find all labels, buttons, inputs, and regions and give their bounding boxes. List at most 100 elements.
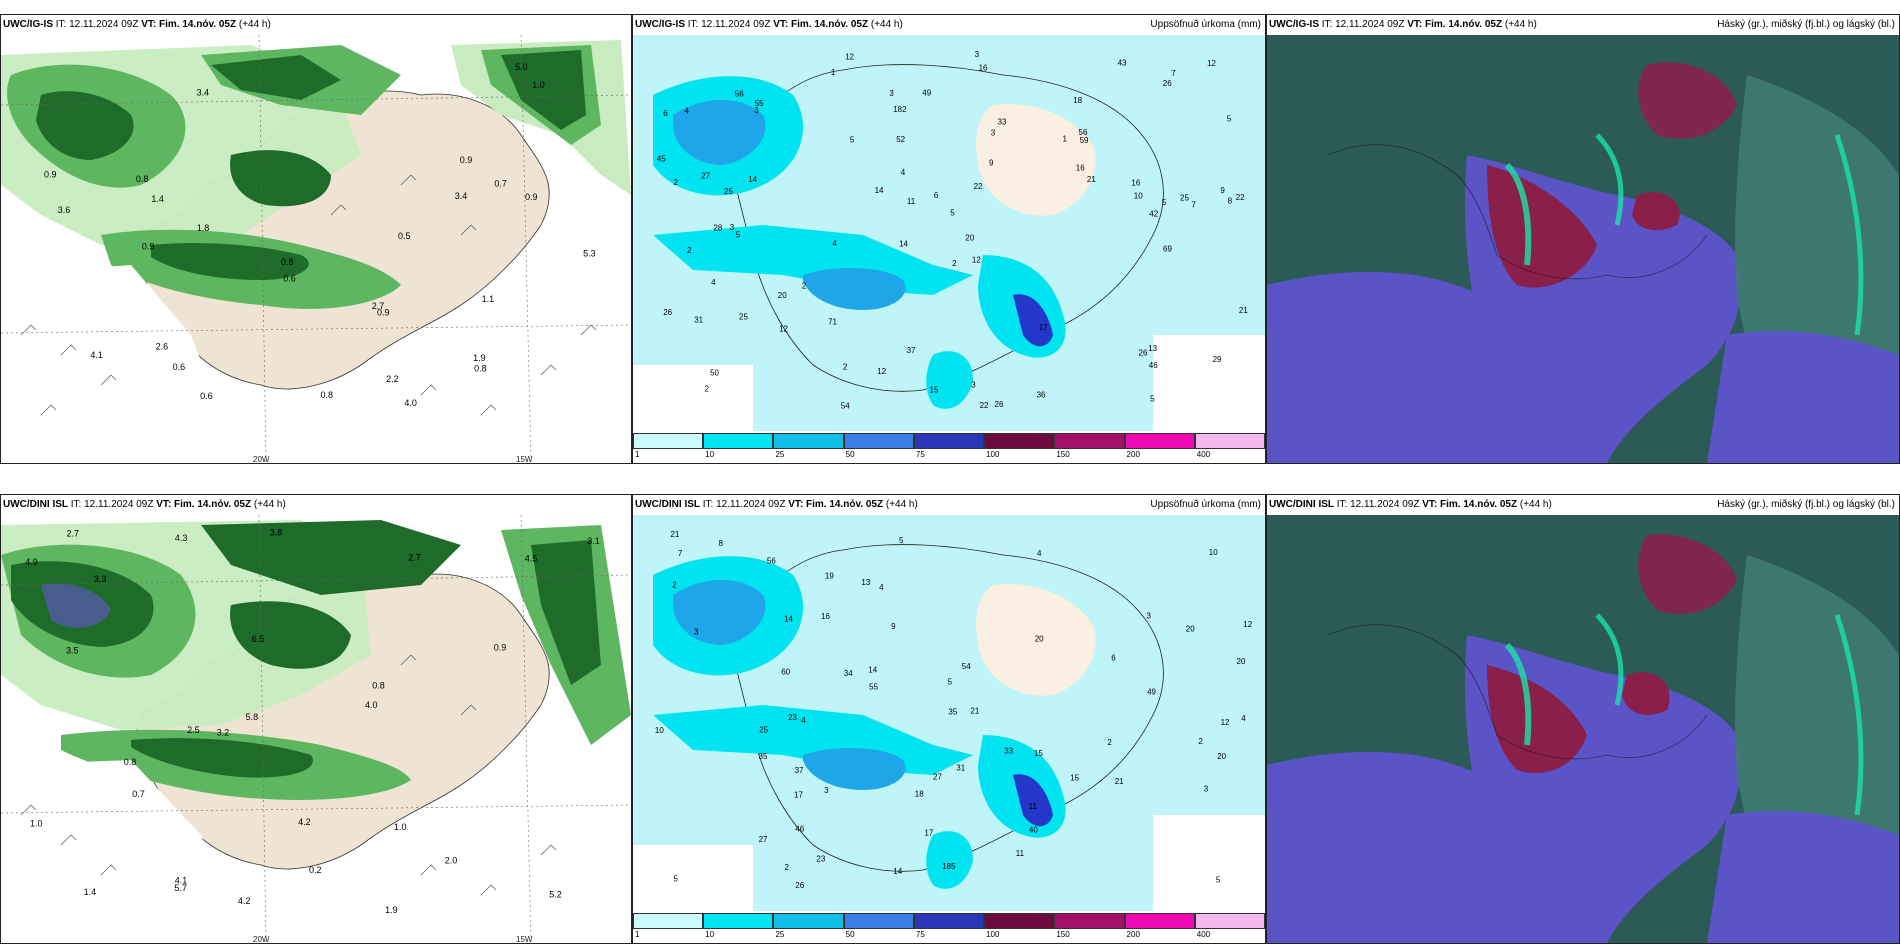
vt-value: Fim. 14.nóv. 05Z	[1425, 19, 1503, 30]
cloud-panel-row2: UWC/DINI ISL IT: 12.11.2024 09Z VT: Fim.…	[1266, 494, 1900, 944]
map-value-label: 26	[663, 308, 672, 317]
map-value-label: 4	[685, 107, 690, 116]
map-value-label: 4	[711, 278, 716, 287]
map-value-label: 14	[868, 666, 877, 675]
map-value-label: 59	[1080, 136, 1089, 145]
map-value-label: 3.8	[270, 527, 283, 537]
wind-speed-labels: 4.0 3.4 2.6 0.8 0.7 2.2 5.3 1.8 0.6 0.6 4.1 0.9 0.8 2…	[44, 62, 596, 408]
map-value-label: 6	[663, 109, 668, 118]
model-name: UWC/DINI ISL	[635, 499, 700, 510]
map-value-label: 0.6	[200, 391, 213, 401]
map-value-label: 17	[924, 829, 933, 838]
it-label: IT:	[702, 499, 714, 510]
map-value-label: 5	[950, 208, 955, 217]
map-value-label: 4.9	[25, 557, 38, 567]
map-value-label: 0.8	[136, 174, 149, 184]
map-value-label: 46	[1149, 361, 1158, 370]
model-name: UWC/IG-IS	[1269, 19, 1319, 30]
precip-panel-row1: UWC/IG-IS IT: 12.11.2024 09Z VT: Fim. 14…	[632, 14, 1266, 464]
map-value-label: 18	[1073, 96, 1082, 105]
map-value-label: 26	[795, 881, 804, 890]
vt-label: VT:	[1422, 499, 1438, 510]
map-value-label: 15	[930, 385, 939, 394]
colorbar-label: 10	[705, 930, 715, 939]
model-name: UWC/DINI ISL	[1269, 499, 1334, 510]
lead-time: (+44 h)	[870, 19, 903, 30]
it-value: 12.11.2024 09Z	[69, 19, 139, 30]
map-value-label: 0.2	[309, 865, 322, 875]
map-value-label: 3.4	[197, 87, 210, 97]
map-value-label: 49	[922, 89, 931, 98]
map-value-label: 8	[1228, 197, 1233, 206]
map-value-label: 3.2	[217, 728, 230, 738]
map-value-label: 55	[869, 682, 878, 691]
map-value-label: 16	[821, 612, 830, 621]
map-value-label: 2	[802, 281, 807, 290]
map-value-label: 4.0	[404, 398, 417, 408]
map-value-label: 16	[1076, 164, 1085, 173]
map-value-label: 4.2	[238, 896, 251, 906]
map-value-label: 45	[657, 155, 666, 164]
map-value-label: 2	[843, 363, 848, 372]
precip-colorbar: 1 10 25 50 75 100 150 200 400	[633, 433, 1265, 463]
colorbar-segment	[773, 913, 844, 929]
map-value-label: 42	[1149, 210, 1158, 219]
colorbar-segment	[633, 433, 704, 449]
map-value-label: 7	[1191, 200, 1196, 209]
map-value-label: 5.3	[583, 248, 596, 258]
map-value-label: 12	[1243, 620, 1252, 629]
colorbar-label: 25	[775, 930, 785, 939]
map-value-label: 21	[670, 530, 679, 539]
it-value: 12.11.2024 09Z	[1350, 499, 1420, 510]
cloud-map	[1267, 35, 1899, 463]
map-value-label: 0.7	[494, 179, 507, 189]
it-label: IT:	[1321, 19, 1333, 30]
colorbar-segment	[1194, 433, 1265, 449]
colorbar-label: 75	[915, 930, 925, 939]
panel-header: UWC/IG-IS IT: 12.11.2024 09Z VT: Fim. 14…	[3, 17, 627, 33]
colorbar-label: 25	[775, 450, 785, 459]
map-value-label: 22	[1236, 193, 1245, 202]
map-value-label: 0.9	[142, 242, 155, 252]
map-value-label: 7	[678, 549, 683, 558]
map-value-label: 1.4	[84, 887, 97, 897]
map-value-label: 12	[779, 325, 788, 334]
map-value-label: 5.0	[515, 62, 528, 72]
map-value-label: 60	[781, 667, 790, 676]
map-value-label: 37	[795, 766, 804, 775]
map-value-label: 28	[713, 223, 722, 232]
precip-map: 7211010121143515172126352734182716142017…	[633, 515, 1265, 911]
model-name: UWC/IG-IS	[3, 19, 53, 30]
colorbar-segment	[633, 913, 704, 929]
map-value-label: 14	[899, 239, 908, 248]
map-value-label: 56	[1079, 128, 1088, 137]
map-value-label: 4.3	[175, 533, 188, 543]
map-value-label: 31	[694, 316, 703, 325]
colorbar-segment	[984, 433, 1055, 449]
map-value-label: 3	[730, 223, 735, 232]
map-value-label: 20	[1217, 752, 1226, 761]
map-value-label: 17	[794, 791, 803, 800]
colorbar-segment	[773, 433, 844, 449]
map-value-label: 0.8	[281, 257, 294, 267]
colorbar-segment	[1124, 913, 1195, 929]
map-value-label: 5	[673, 874, 678, 883]
map-value-label: 0.6	[173, 362, 186, 372]
map-value-label: 4.2	[298, 817, 311, 827]
map-value-label: 4.1	[175, 876, 188, 886]
vt-label: VT:	[773, 19, 789, 30]
map-value-label: 3	[1204, 784, 1209, 793]
vt-value: Fim. 14.nóv. 05Z	[1440, 499, 1518, 510]
colorbar-label: 1	[635, 450, 640, 459]
panel-header: UWC/DINI ISL IT: 12.11.2024 09Z VT: Fim.…	[3, 497, 627, 513]
map-value-label: 0.9	[494, 643, 507, 653]
map-value-label: 5.2	[549, 890, 562, 900]
map-value-label: 4	[1241, 714, 1246, 723]
map-value-label: 1.1	[482, 294, 495, 304]
map-value-label: 5	[736, 231, 741, 240]
colorbar-segment	[913, 913, 985, 929]
vt-label: VT:	[156, 499, 172, 510]
map-value-label: 20	[778, 291, 787, 300]
map-value-label: 33	[1004, 746, 1013, 755]
map-value-label: 12	[845, 53, 854, 62]
